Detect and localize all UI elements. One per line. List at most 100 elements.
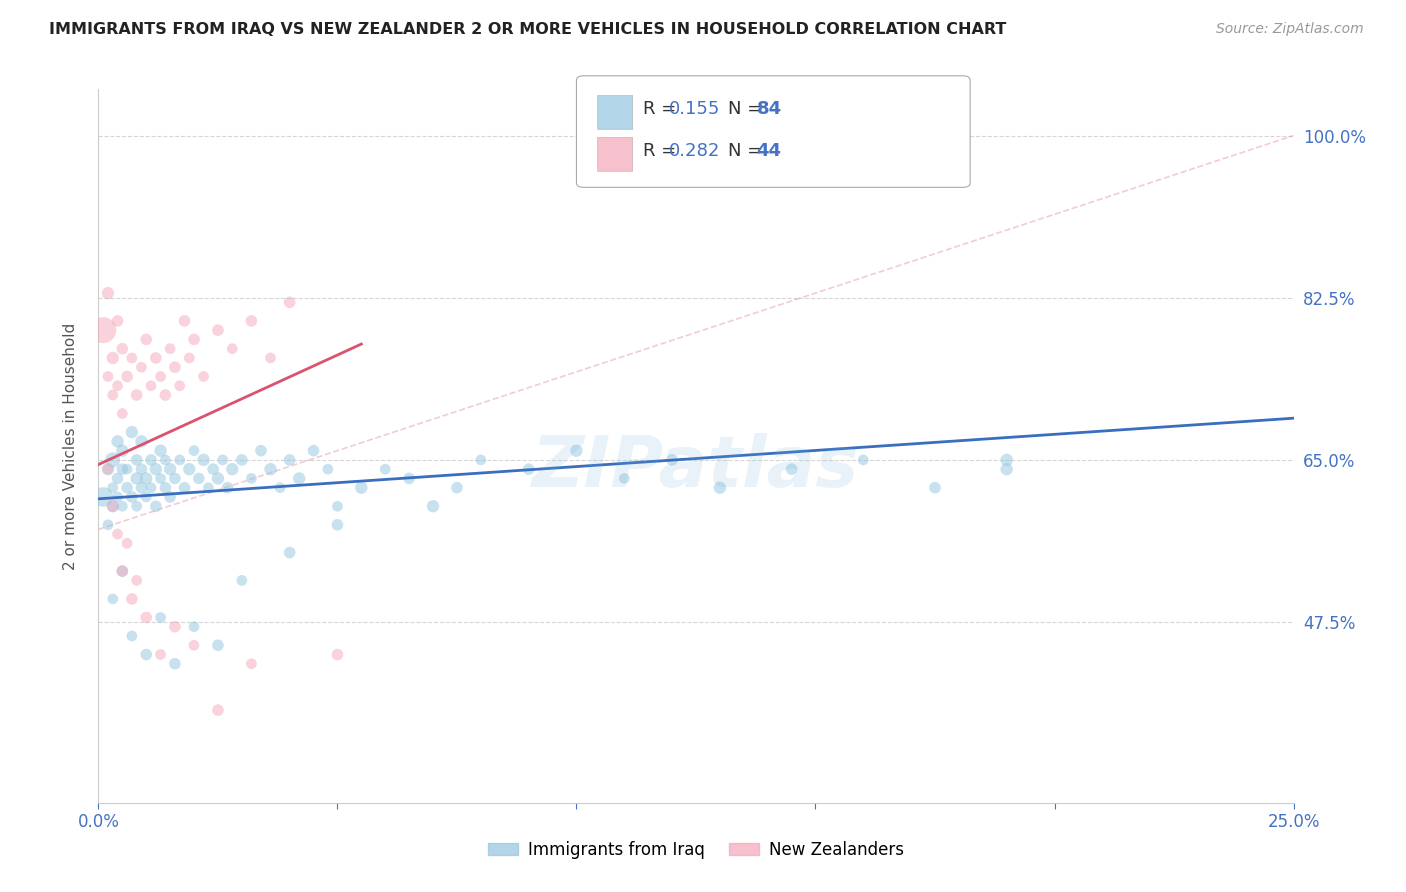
Point <box>302 443 325 458</box>
Point <box>97 369 120 384</box>
Point <box>139 378 162 392</box>
Point <box>125 574 148 588</box>
Point <box>149 471 172 485</box>
Point <box>115 481 138 495</box>
Point <box>852 453 875 467</box>
Point <box>107 490 129 504</box>
Point <box>115 462 138 476</box>
Point <box>97 462 120 476</box>
Text: N =: N = <box>728 100 768 118</box>
Point <box>149 610 172 624</box>
Text: Source: ZipAtlas.com: Source: ZipAtlas.com <box>1216 22 1364 37</box>
Point <box>446 481 468 495</box>
Text: R =: R = <box>643 100 682 118</box>
Point <box>121 351 143 365</box>
Point <box>155 453 177 467</box>
Point <box>111 564 134 578</box>
Point <box>101 481 124 495</box>
Point <box>125 388 148 402</box>
Point <box>97 286 120 301</box>
Point <box>179 351 201 365</box>
Point <box>159 490 181 504</box>
Text: 0.282: 0.282 <box>669 142 721 160</box>
Point <box>250 443 273 458</box>
Point <box>207 471 229 485</box>
Point <box>221 462 243 476</box>
Point <box>131 434 153 449</box>
Point <box>107 314 129 328</box>
Point <box>288 471 311 485</box>
Point <box>111 500 134 514</box>
Point <box>125 500 148 514</box>
Point <box>193 453 215 467</box>
Point <box>278 295 301 310</box>
Point <box>221 342 243 356</box>
Point <box>163 657 186 671</box>
Point <box>163 471 186 485</box>
Point <box>111 443 134 458</box>
Point <box>135 610 157 624</box>
Point <box>217 481 239 495</box>
Point <box>187 471 209 485</box>
Text: ZIPatlas: ZIPatlas <box>533 433 859 502</box>
Point <box>111 564 134 578</box>
Point <box>207 638 229 652</box>
Point <box>135 490 157 504</box>
Point <box>131 360 153 375</box>
Point <box>278 453 301 467</box>
Point <box>259 462 281 476</box>
Point <box>101 388 124 402</box>
Point <box>183 333 205 347</box>
Point <box>211 453 233 467</box>
Point <box>101 591 124 606</box>
Point <box>111 342 134 356</box>
Point <box>125 453 148 467</box>
Point <box>121 591 143 606</box>
Point <box>149 648 172 662</box>
Point <box>470 453 492 467</box>
Point <box>101 500 124 514</box>
Text: 44: 44 <box>756 142 782 160</box>
Point <box>107 378 129 392</box>
Point <box>155 481 177 495</box>
Point <box>135 648 157 662</box>
Point <box>169 453 191 467</box>
Point <box>101 453 124 467</box>
Point <box>111 462 134 476</box>
Text: IMMIGRANTS FROM IRAQ VS NEW ZEALANDER 2 OR MORE VEHICLES IN HOUSEHOLD CORRELATIO: IMMIGRANTS FROM IRAQ VS NEW ZEALANDER 2 … <box>49 22 1007 37</box>
Point <box>135 333 157 347</box>
Y-axis label: 2 or more Vehicles in Household: 2 or more Vehicles in Household <box>63 322 77 570</box>
Point <box>107 471 129 485</box>
Point <box>613 471 636 485</box>
Point <box>97 517 120 532</box>
Point <box>91 490 114 504</box>
Point <box>995 462 1018 476</box>
Point <box>259 351 281 365</box>
Point <box>149 369 172 384</box>
Point <box>422 500 444 514</box>
Point <box>780 462 803 476</box>
Point <box>145 462 167 476</box>
Point <box>159 342 181 356</box>
Text: N =: N = <box>728 142 768 160</box>
Text: R =: R = <box>643 142 682 160</box>
Point <box>517 462 540 476</box>
Point <box>240 471 263 485</box>
Point <box>661 453 683 467</box>
Point <box>326 500 349 514</box>
Point <box>709 481 731 495</box>
Point <box>197 481 219 495</box>
Point <box>115 536 138 550</box>
Point <box>145 500 167 514</box>
Point <box>135 471 157 485</box>
Point <box>207 703 229 717</box>
Point <box>121 425 143 439</box>
Point <box>202 462 225 476</box>
Point <box>145 351 167 365</box>
Point <box>159 462 181 476</box>
Point <box>269 481 291 495</box>
Point <box>107 434 129 449</box>
Point <box>374 462 396 476</box>
Point <box>316 462 339 476</box>
Point <box>173 314 195 328</box>
